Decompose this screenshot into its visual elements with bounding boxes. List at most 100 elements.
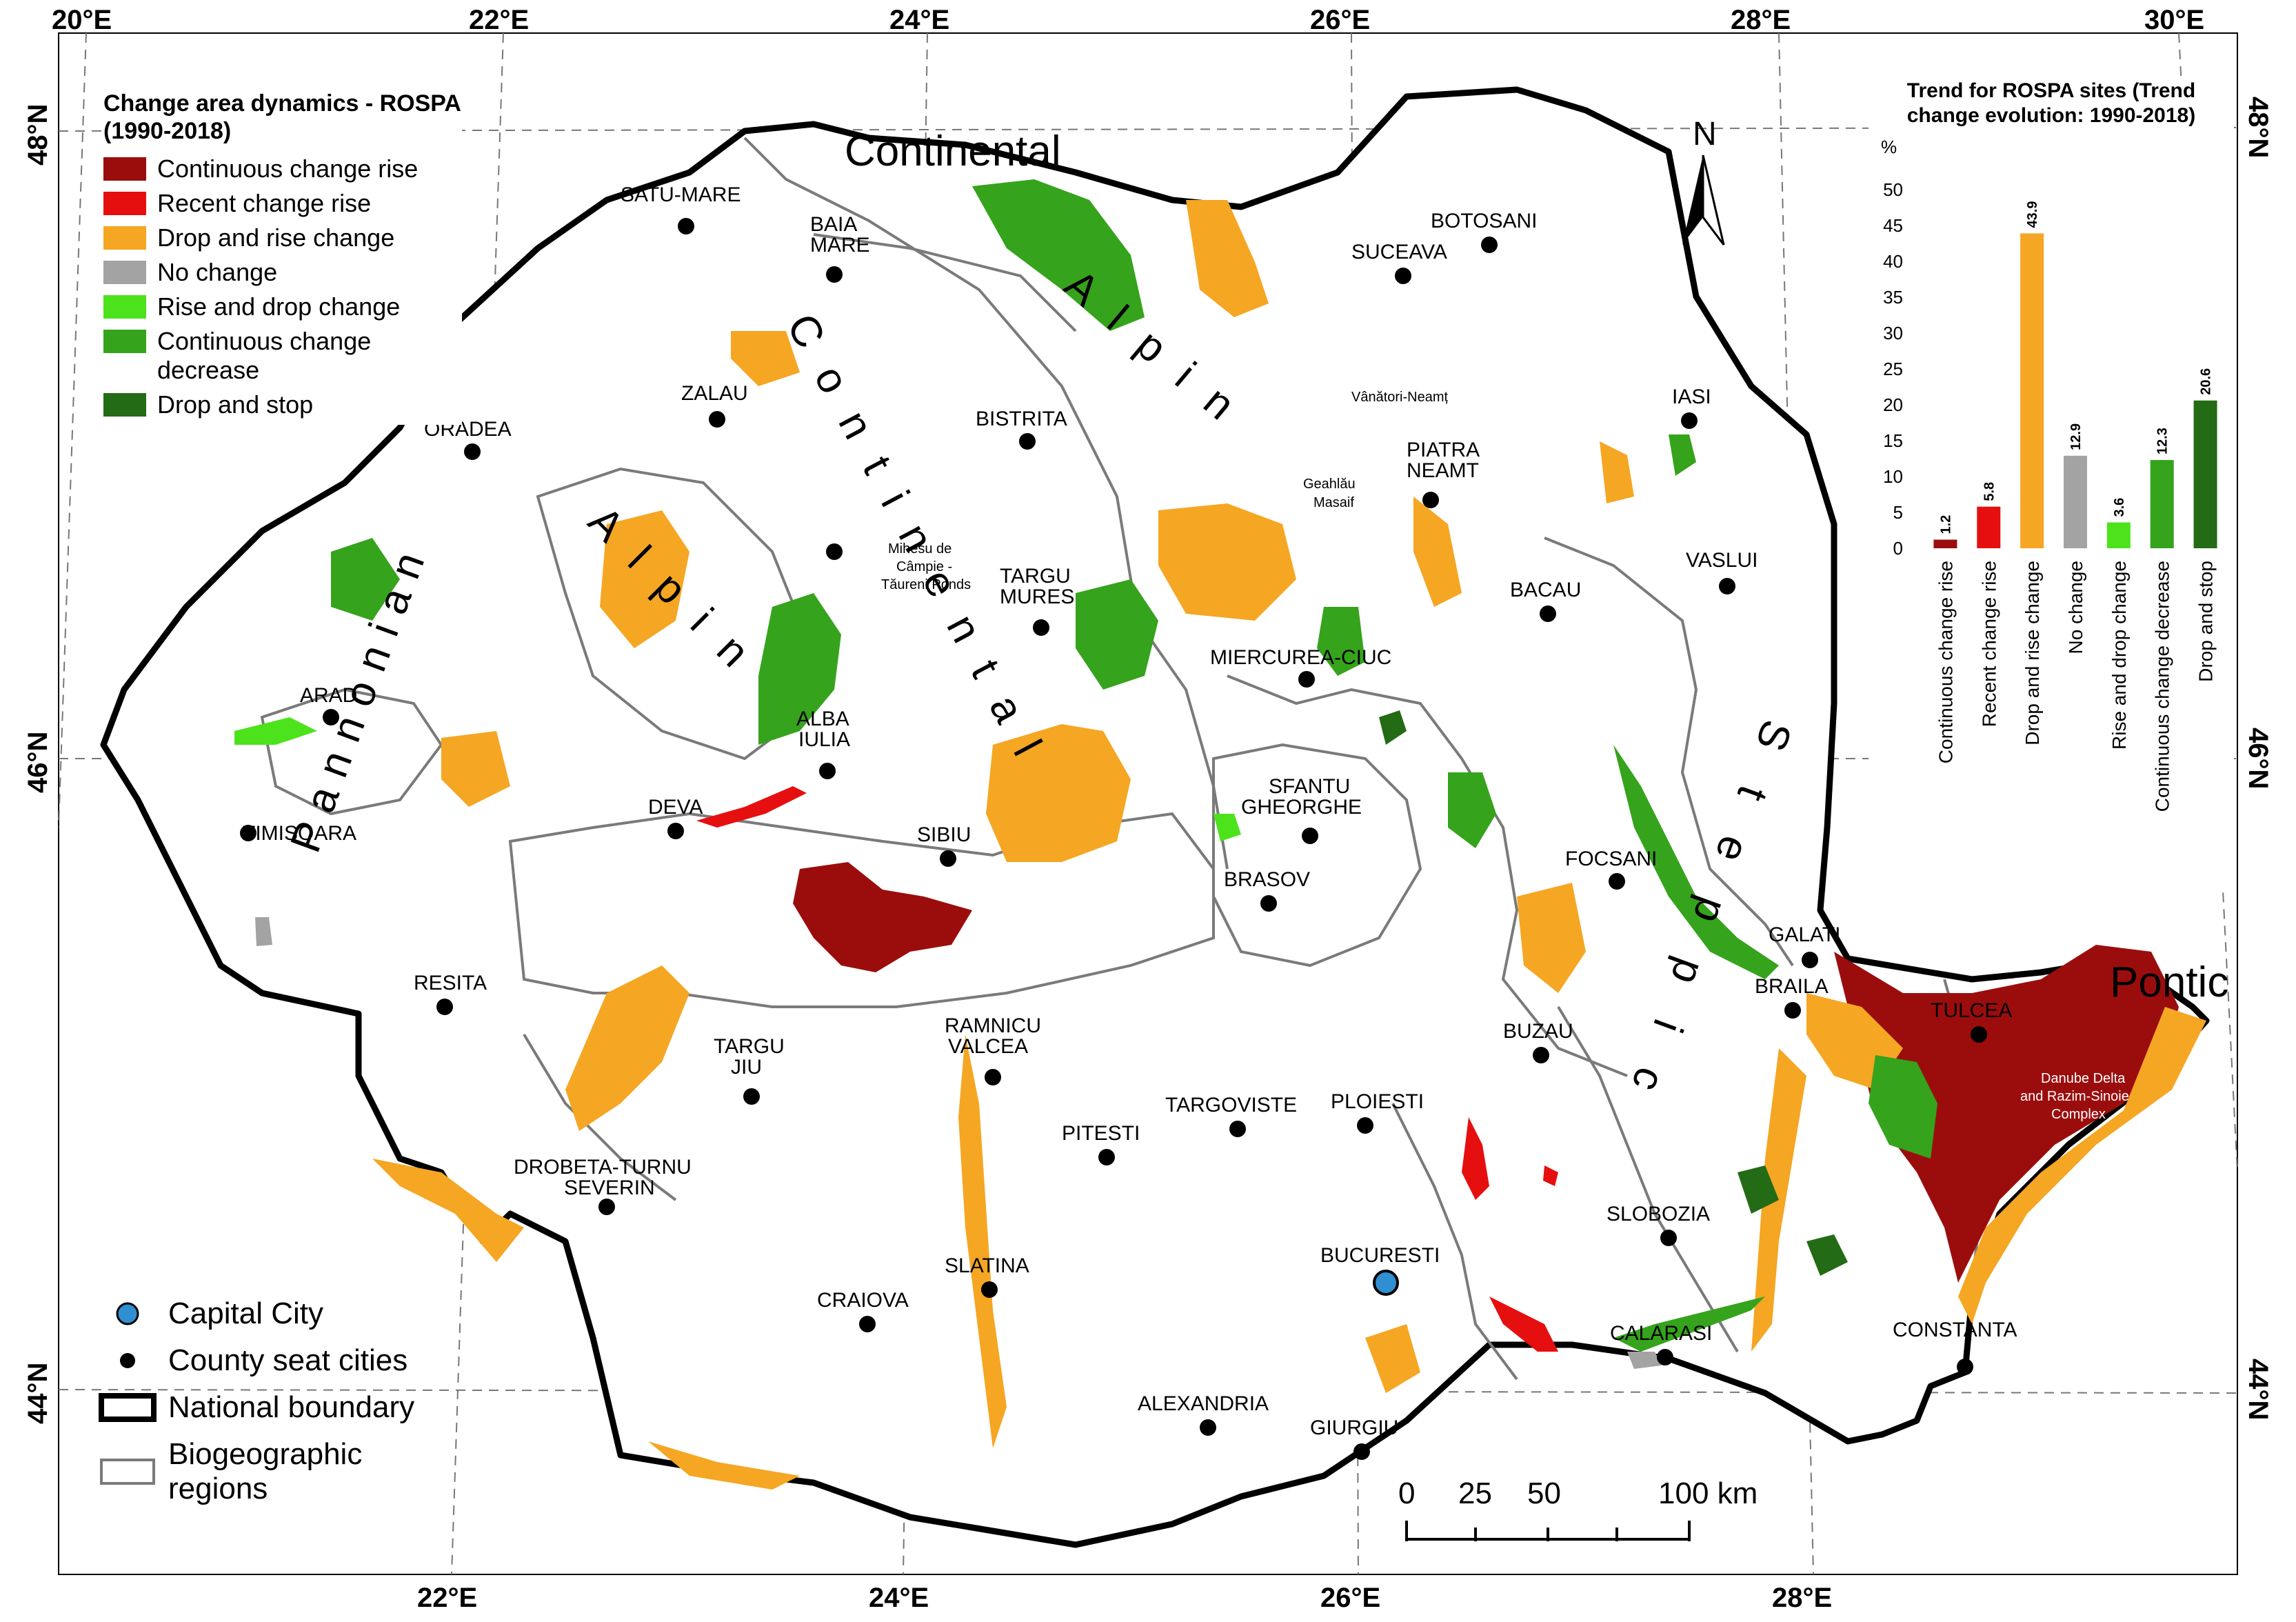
- site-lightgreen-2: [1214, 814, 1241, 841]
- lon-label-top-30: 30°E: [2144, 5, 2204, 35]
- city-label: CRAIOVA: [817, 1289, 909, 1312]
- city-label: VALCEA: [948, 1035, 1028, 1058]
- chart-ytick-label: 40: [1883, 251, 1903, 272]
- legend-boundary: National boundary: [97, 1390, 483, 1425]
- legend-swatch: [103, 157, 146, 181]
- city-label: TULCEA: [1931, 999, 2012, 1022]
- chart-ytick-label: 50: [1883, 179, 1903, 200]
- legend-label: Continuous change decrease: [157, 327, 372, 384]
- site-orange-15: [441, 731, 510, 807]
- chart-ytick-label: 35: [1883, 287, 1903, 308]
- legend-title: Change area dynamics - ROSPA (1990-2018): [103, 90, 461, 144]
- city-label: SUCEAVA: [1351, 241, 1447, 263]
- site-orange-8: [958, 1034, 1007, 1448]
- city-label: IASI: [1672, 386, 1711, 408]
- site-green-8: [1613, 1296, 1765, 1352]
- chart-category-label: Drop and rise change: [2022, 561, 2043, 745]
- lon-label-bottom-22: 22°E: [417, 1583, 477, 1613]
- lat-label-right-44: 44°N: [2243, 1359, 2273, 1420]
- chart-ytick-label: 0: [1893, 538, 1903, 559]
- city-label: BRASOV: [1224, 868, 1310, 891]
- chart-ytick-label: 30: [1883, 323, 1903, 343]
- county-seat-dot: [709, 411, 725, 428]
- city-label: BRAILA: [1755, 975, 1829, 998]
- chart-bar: [1977, 506, 2001, 548]
- city-label: RAMNICU: [945, 1014, 1041, 1037]
- county-seat-dot: [1657, 1349, 1673, 1365]
- city-label: SIBIU: [917, 823, 971, 846]
- site-grey-1: [1627, 1352, 1662, 1369]
- city-label: JIU: [731, 1056, 762, 1079]
- legend-label: Drop and stop: [157, 390, 314, 419]
- site-label-mihesu-2: Câmpie -: [896, 559, 952, 574]
- city-label: BUCURESTI: [1320, 1244, 1440, 1267]
- site-grey-2: [255, 917, 272, 946]
- county-seat-dot: [1098, 1149, 1115, 1165]
- city-label: GALATI: [1769, 923, 1840, 946]
- lon-label-bottom-28: 28°E: [1772, 1583, 1832, 1613]
- lat-label-right-46: 46°N: [2243, 728, 2273, 789]
- county-seat-dot: [1971, 1026, 1987, 1043]
- rospa-sites: [234, 179, 2206, 1490]
- city-label: TARGU: [714, 1035, 785, 1058]
- site-green-10: [1669, 434, 1696, 476]
- chart-ytick-label: 25: [1883, 359, 1903, 379]
- city-label: TARGOVISTE: [1165, 1094, 1297, 1117]
- scale-bar: 0 25 50 100 km: [1398, 1476, 1758, 1541]
- legend-label: Continuous change rise: [157, 154, 419, 183]
- site-orange-13: [1413, 497, 1462, 607]
- site-recent-rise-1: [696, 786, 807, 828]
- site-green-7: [331, 538, 400, 621]
- site-danube-delta: [1834, 945, 2179, 1283]
- lon-label-top-28: 28°E: [1731, 5, 1791, 35]
- chart-ytick-label: 45: [1883, 215, 1903, 236]
- county-seat-dot: [464, 443, 481, 460]
- site-orange-12: [1365, 1324, 1420, 1393]
- county-seat-dot: [1260, 895, 1277, 912]
- city-label: SFANTU: [1269, 775, 1350, 798]
- legend-swatch: [103, 261, 146, 284]
- city-label: BAIA: [810, 213, 857, 236]
- county-seat-dot: [1353, 1443, 1370, 1460]
- legend-item-recent-rise: Recent change rise: [103, 189, 462, 218]
- city-label: FOCSANI: [1565, 848, 1657, 870]
- legend-capital-label: Capital City: [168, 1296, 323, 1330]
- legend-item-rise-drop: Rise and drop change: [103, 292, 462, 321]
- north-label: N: [1693, 116, 1717, 152]
- county-seat-dot: [743, 1088, 760, 1105]
- chart-category-label: Rise and drop change: [2108, 561, 2130, 750]
- trend-chart-panel: Trend for ROSPA sites (Trend change evol…: [1869, 76, 2234, 890]
- scale-label-0: 0: [1398, 1476, 1415, 1510]
- legend-label: No change: [157, 258, 278, 286]
- legend-label: Drop and rise change: [157, 223, 395, 252]
- site-label-vanatori: Vânători-Neamț: [1351, 390, 1449, 405]
- chart-title: Trend for ROSPA sites (Trend change evol…: [1906, 79, 2196, 127]
- chart-value-label: 5.8: [1982, 482, 1997, 501]
- city-label: TIMISOARA: [243, 822, 356, 845]
- chart-value-label: 1.2: [1938, 515, 1953, 534]
- site-green-6: [1613, 745, 1779, 979]
- site-orange-14: [731, 331, 800, 386]
- city-label: DEVA: [648, 796, 703, 819]
- city-label: SEVERIN: [564, 1177, 655, 1199]
- county-seat-dot: [1660, 1230, 1677, 1246]
- legend-label: Rise and drop change: [157, 292, 401, 321]
- legend-regions: Biogeographic regions: [97, 1437, 483, 1506]
- legend-item-drop-stop: Drop and stop: [103, 390, 462, 419]
- scale-label-50: 50: [1527, 1476, 1561, 1510]
- city-label: ZALAU: [681, 382, 748, 405]
- site-green-2: [972, 179, 1145, 331]
- site-darkgreen-2: [1379, 710, 1407, 745]
- city-label: MARE: [810, 234, 870, 257]
- legend-swatch: [103, 226, 146, 250]
- chart-value-label: 20.6: [2199, 368, 2214, 395]
- city-label: GHEORGHE: [1241, 796, 1362, 819]
- lon-label-top-22: 22°E: [469, 5, 529, 35]
- site-green-4: [1869, 1055, 1937, 1159]
- legend-item-drop-rise: Drop and rise change: [103, 223, 462, 252]
- chart-ytick-label: 10: [1883, 466, 1903, 487]
- legend-regions-label: Biogeographic regions: [168, 1437, 363, 1505]
- scale-label-100: 100 km: [1658, 1476, 1758, 1510]
- city-label: SATU-MARE: [621, 183, 741, 206]
- lon-label-bottom-24: 24°E: [869, 1583, 929, 1613]
